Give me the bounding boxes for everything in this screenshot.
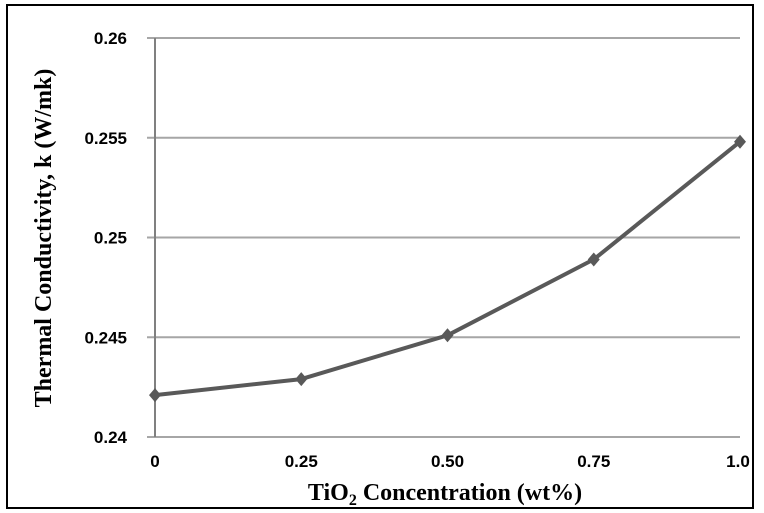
x-axis-title: TiO2 Concentration (wt%)	[308, 480, 582, 509]
data-point	[441, 328, 454, 343]
data-point	[149, 388, 161, 403]
y-tick-label: 0.245	[84, 328, 127, 347]
chart-frame	[6, 4, 754, 509]
y-tick-labels: 0.24 0.245 0.25 0.255 0.26	[84, 29, 127, 447]
data-point	[734, 134, 746, 149]
x-tick-label: 0	[150, 452, 159, 471]
series-line	[154, 140, 742, 398]
y-axis-title: Thermal Conductivity, k (W/mk)	[31, 69, 57, 408]
x-tick-labels: 0 0.25 0.50 0.75 1.0	[150, 452, 750, 471]
y-tick-label: 0.24	[94, 428, 128, 447]
y-tick-label: 0.255	[84, 129, 127, 148]
x-tick-label: 0.75	[577, 452, 610, 471]
data-point	[295, 372, 308, 387]
x-axis-title-suffix: Concentration (wt%)	[357, 480, 582, 506]
grid-lines	[147, 37, 740, 438]
y-tick-label: 0.26	[94, 29, 127, 48]
data-point	[587, 252, 600, 267]
x-axis-title-prefix: TiO	[308, 480, 349, 506]
x-tick-label: 1.0	[726, 452, 750, 471]
x-tick-label: 0.25	[285, 452, 318, 471]
x-tick-label: 0.50	[431, 452, 464, 471]
series-markers	[149, 134, 746, 403]
x-axis-title-subscript: 2	[349, 492, 357, 509]
y-tick-label: 0.25	[94, 229, 127, 248]
